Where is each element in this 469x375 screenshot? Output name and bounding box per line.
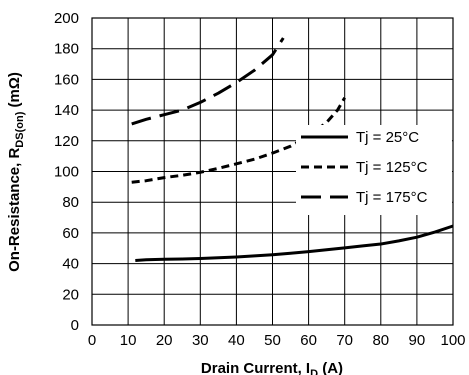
y-tick-label: 120 [54, 133, 79, 150]
y-tick-label: 80 [62, 194, 79, 211]
plot-frame [91, 17, 454, 326]
y-tick-label: 180 [54, 41, 79, 58]
tick-labels: 0 10 20 30 40 50 60 70 80 90 100 0 20 40 60 80 100 120 140… [54, 10, 466, 349]
x-tick-label: 100 [440, 332, 465, 349]
x-tick-label: 50 [264, 332, 281, 349]
x-axis-title-unit: (A) [318, 360, 343, 375]
y-axis-title-main: On-Resistance, R [6, 148, 23, 272]
y-tick-label: 0 [71, 317, 79, 334]
y-tick-label: 20 [62, 286, 79, 303]
y-tick-label: 160 [54, 71, 79, 88]
x-tick-label: 10 [120, 332, 137, 349]
x-tick-label: 80 [372, 332, 389, 349]
x-tick-label: 90 [409, 332, 426, 349]
x-tick-label: 60 [300, 332, 317, 349]
y-tick-label: 100 [54, 164, 79, 181]
x-tick-label: 40 [228, 332, 245, 349]
legend-label-1: Tj = 25°C [356, 129, 419, 146]
x-tick-label: 20 [156, 332, 173, 349]
y-axis-title: On-Resistance, RDS(on) (mΩ) [6, 72, 26, 272]
y-tick-label: 60 [62, 225, 79, 242]
x-axis-title-main: Drain Current, I [201, 360, 310, 375]
x-axis-title: Drain Current, ID (A) [201, 360, 343, 375]
x-tick-label: 30 [192, 332, 209, 349]
series-line-2 [131, 97, 346, 184]
x-axis-title-subscript: D [310, 368, 318, 375]
y-axis-title-unit: (mΩ) [6, 72, 23, 112]
series-group [131, 37, 454, 262]
legend-label-2: Tj = 125°C [356, 159, 428, 176]
legend-background [296, 125, 452, 215]
series-line-3 [131, 37, 285, 126]
legend-label-3: Tj = 175°C [356, 189, 428, 206]
y-tick-label: 200 [54, 10, 79, 27]
legend: Tj = 25°C Tj = 125°C Tj = 175°C [296, 125, 452, 215]
y-axis-title-subscript: DS(on) [14, 111, 26, 147]
x-tick-label: 0 [88, 332, 96, 349]
y-tick-label: 140 [54, 102, 79, 119]
x-tick-label: 70 [336, 332, 353, 349]
y-tick-label: 40 [62, 256, 79, 273]
series-line-1 [135, 224, 454, 262]
